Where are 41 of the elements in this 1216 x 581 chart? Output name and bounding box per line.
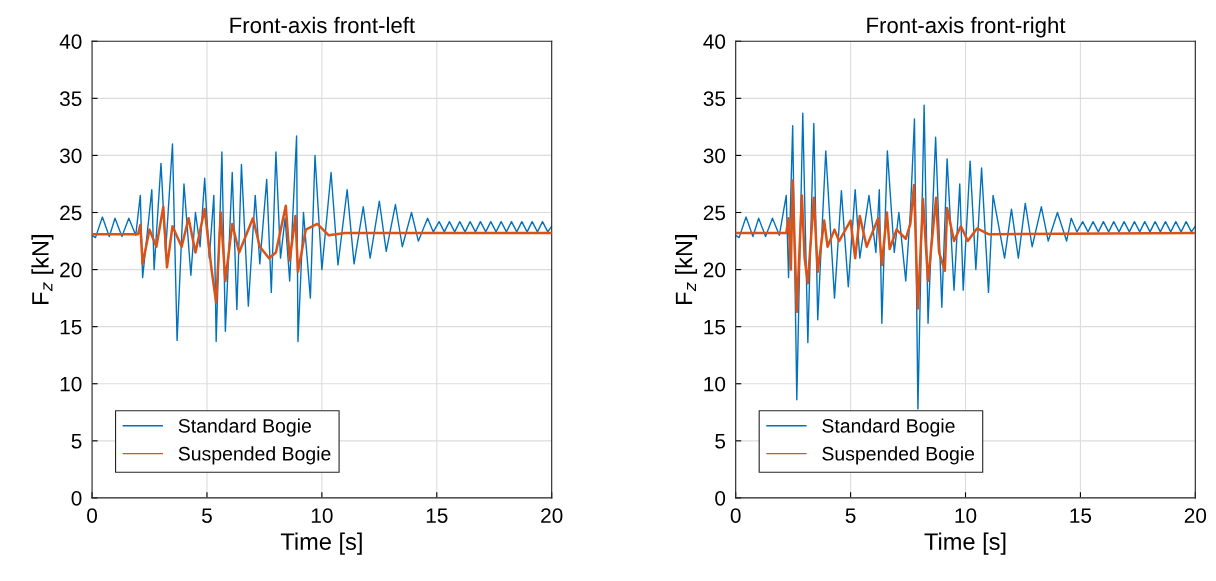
line-series [92, 135, 552, 343]
x-tick-label: 10 [311, 508, 333, 523]
y-tick-label: 25 [703, 205, 726, 221]
y-tick-label: 15 [704, 319, 726, 335]
y-tick-label: 10 [60, 376, 82, 392]
y-tick-label: 35 [703, 91, 726, 107]
y-tick-label: 40 [703, 34, 726, 49]
x-tick-label: 20 [541, 508, 563, 523]
y-tick-label: 30 [59, 148, 82, 164]
line-series [92, 204, 552, 304]
x-axis-title: Time [s] [280, 532, 362, 555]
y-tick-label: 40 [59, 34, 82, 49]
x-tick-label: 0 [730, 508, 741, 523]
x-axis-title: Time [s] [924, 532, 1006, 555]
y-axis-title: F$_{z}$ [kN] [31, 235, 54, 305]
y-tick-label: 20 [703, 262, 726, 278]
legend-label: Standard Bogie [822, 418, 955, 437]
x-tick-label: 5 [845, 508, 856, 523]
x-tick-label: 5 [202, 508, 212, 523]
legend-label: Standard Bogie [178, 418, 311, 437]
chart-title: Front-axis front-right [867, 16, 1066, 38]
y-tick-label: 5 [715, 434, 726, 449]
x-tick-label: 20 [1184, 508, 1207, 523]
y-tick-label: 25 [60, 205, 82, 221]
y-tick-label: 0 [715, 490, 726, 506]
y-tick-label: 30 [703, 148, 726, 164]
y-tick-label: 0 [71, 490, 82, 506]
y-tick-label: 5 [71, 434, 82, 449]
x-tick-label: 0 [87, 508, 98, 523]
x-tick-label: 15 [426, 508, 448, 523]
x-tick-label: 15 [1070, 508, 1092, 523]
y-tick-label: 15 [60, 319, 82, 335]
legend-label: Suspended Bogie [822, 446, 975, 465]
x-tick-label: 10 [955, 508, 977, 523]
y-tick-label: 20 [60, 262, 82, 278]
y-axis-title: F$_{z}$ [kN] [675, 235, 698, 305]
y-tick-label: 35 [59, 91, 82, 107]
y-tick-label: 10 [704, 376, 726, 392]
line-series [735, 179, 1196, 314]
chart-title: Front-axis front-left [230, 16, 415, 34]
legend-label: Suspended Bogie [178, 446, 331, 465]
